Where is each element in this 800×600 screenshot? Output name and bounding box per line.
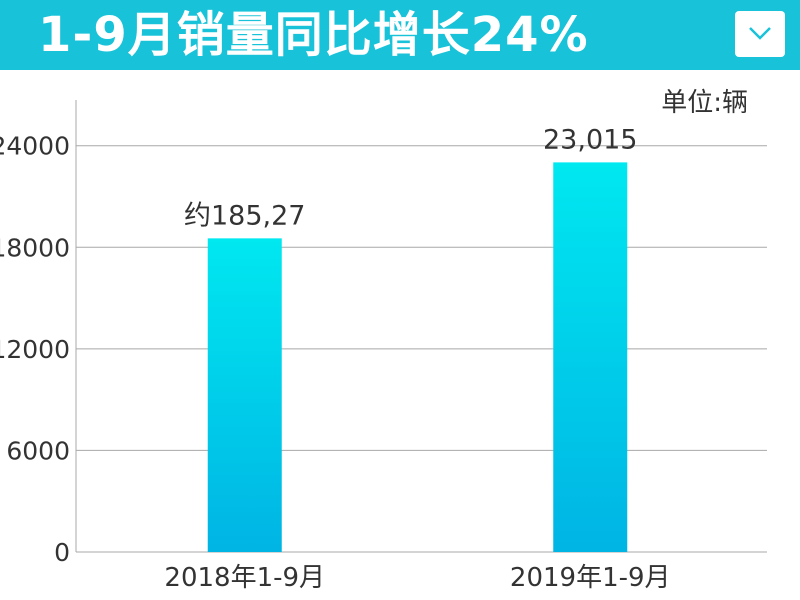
y-tick-label: 0: [54, 538, 70, 567]
y-tick-label: 18000: [0, 233, 70, 262]
bar-chart: 0 6000 12000 18000 24000 约185,27 2018年1-9月 23,0…: [0, 100, 767, 593]
y-tick-label: 12000: [0, 335, 70, 364]
chevron-down-icon: [749, 27, 771, 40]
dropdown-button[interactable]: [735, 11, 785, 57]
unit-label: 单位:辆: [661, 88, 748, 118]
x-tick-label: 2019年1-9月: [510, 563, 671, 593]
data-label: 约185,27: [184, 200, 305, 231]
page-title: 1-9月销量同比增长24%: [38, 7, 589, 63]
bar: [553, 162, 628, 552]
y-tick-label: 24000: [0, 132, 70, 161]
title-banner: 1-9月销量同比增长24%: [0, 0, 800, 70]
bar: [207, 238, 282, 552]
x-tick-label: 2018年1-9月: [164, 563, 325, 593]
data-label: 23,015: [543, 124, 637, 155]
y-tick-label: 6000: [6, 436, 70, 465]
